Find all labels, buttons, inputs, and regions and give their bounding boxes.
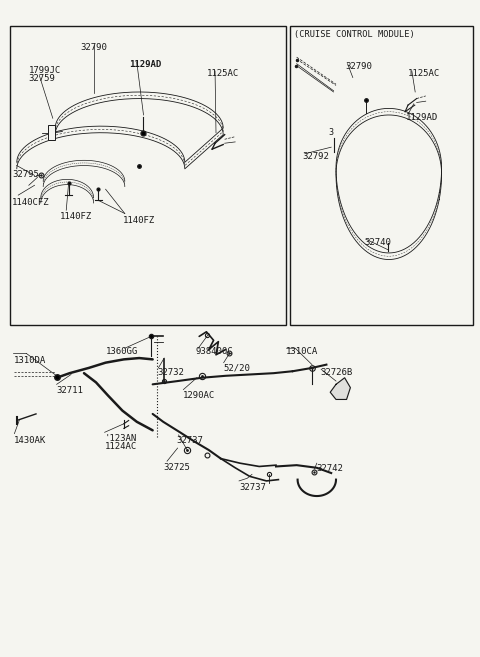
Bar: [290, 26, 473, 325]
Text: 1360GG: 1360GG: [106, 347, 138, 356]
Text: 1430AK: 1430AK: [13, 436, 46, 445]
Text: 32725: 32725: [163, 463, 190, 472]
Text: 32737: 32737: [177, 436, 204, 445]
Text: 32742: 32742: [317, 464, 344, 474]
Text: 1124AC: 1124AC: [105, 442, 137, 451]
Text: 32795: 32795: [12, 170, 39, 179]
Text: 1125AC: 1125AC: [408, 69, 440, 78]
Text: 1129AD: 1129AD: [130, 60, 162, 70]
Polygon shape: [330, 378, 350, 399]
Text: 32790: 32790: [80, 43, 107, 52]
Text: 1799JC: 1799JC: [29, 66, 61, 75]
Text: 1140FZ: 1140FZ: [122, 216, 155, 225]
Text: 1140FZ: 1140FZ: [60, 212, 92, 221]
Text: 1290AC: 1290AC: [182, 391, 215, 400]
Text: 32740: 32740: [365, 238, 392, 247]
Text: '123AN: '123AN: [105, 434, 137, 443]
Text: 52/20: 52/20: [223, 364, 250, 373]
Text: 1310CA: 1310CA: [286, 347, 318, 356]
Text: 32726B: 32726B: [321, 368, 353, 377]
Text: 1310DA: 1310DA: [13, 356, 46, 365]
Text: 32790: 32790: [346, 62, 372, 72]
Text: 32759: 32759: [29, 74, 56, 83]
Text: 32737: 32737: [239, 483, 266, 492]
Text: 938400C: 938400C: [196, 347, 233, 356]
Bar: [10, 26, 286, 325]
Bar: [0, 0, 480, 26]
Text: 32711: 32711: [57, 386, 84, 395]
Text: (CRUISE CONTROL MODULE): (CRUISE CONTROL MODULE): [294, 30, 415, 39]
Text: 1129AD: 1129AD: [406, 113, 438, 122]
Text: 1125AC: 1125AC: [206, 69, 239, 78]
Text: 32732: 32732: [157, 368, 184, 377]
Text: 32792: 32792: [302, 152, 329, 162]
Text: 1140CFZ: 1140CFZ: [12, 198, 49, 208]
FancyBboxPatch shape: [48, 125, 55, 140]
Text: 3: 3: [329, 127, 334, 137]
